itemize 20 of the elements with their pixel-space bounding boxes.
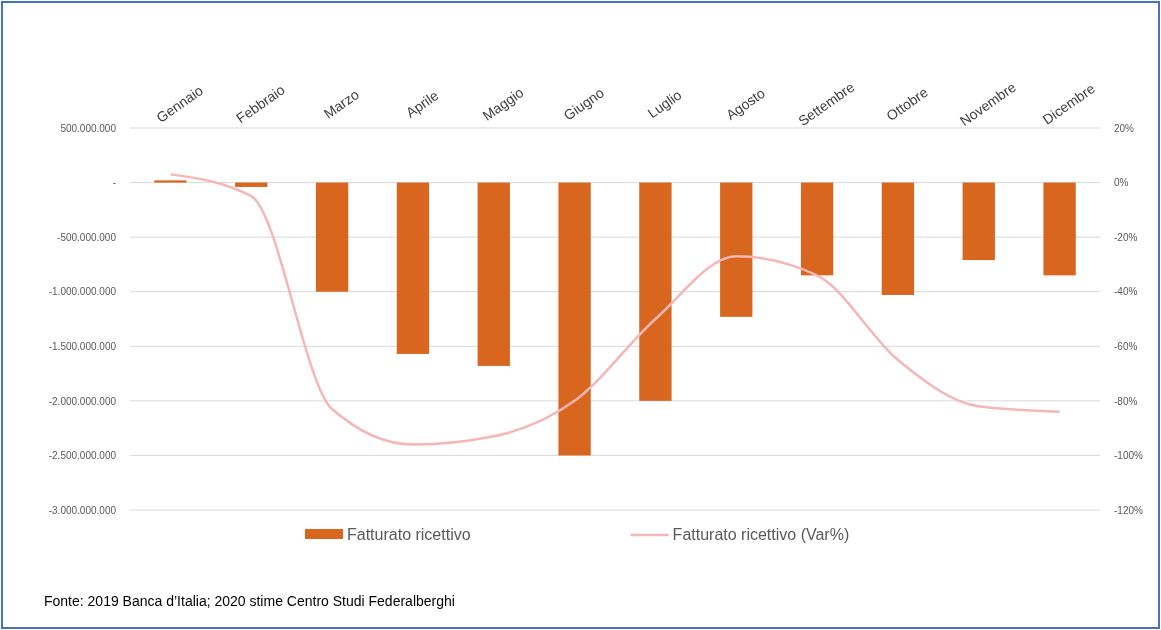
y-tick-label: -500.000.000 — [57, 231, 117, 243]
y2-tick-label: -100% — [1114, 450, 1144, 462]
y2-tick-label: -40% — [1114, 286, 1138, 298]
y2-tick-label: 20% — [1114, 122, 1135, 134]
y-tick-label: - — [112, 177, 116, 189]
y2-tick-label: -120% — [1114, 504, 1144, 516]
legend-label: Fatturato ricettivo (Var%) — [672, 526, 850, 543]
y2-tick-label: -20% — [1114, 231, 1138, 243]
y-tick-label: 500.000.000 — [60, 122, 117, 134]
y-tick-label: -2.000.000.000 — [48, 395, 117, 407]
legend-label: Fatturato ricettivo — [347, 526, 471, 543]
source-note: Fonte: 2019 Banca d’Italia; 2020 stime Centro Studi Federalberghi — [44, 593, 455, 609]
y-tick-label: -1.500.000.000 — [48, 340, 117, 352]
y-tick-label: -1.000.000.000 — [48, 286, 117, 298]
line-series — [169, 173, 1061, 446]
y2-tick-label: -80% — [1114, 395, 1138, 407]
y-tick-label: -3.000.000.000 — [48, 504, 117, 516]
y2-tick-label: 0% — [1114, 177, 1129, 189]
y-tick-label: -2.500.000.000 — [48, 450, 117, 462]
y2-tick-label: -60% — [1114, 340, 1138, 352]
